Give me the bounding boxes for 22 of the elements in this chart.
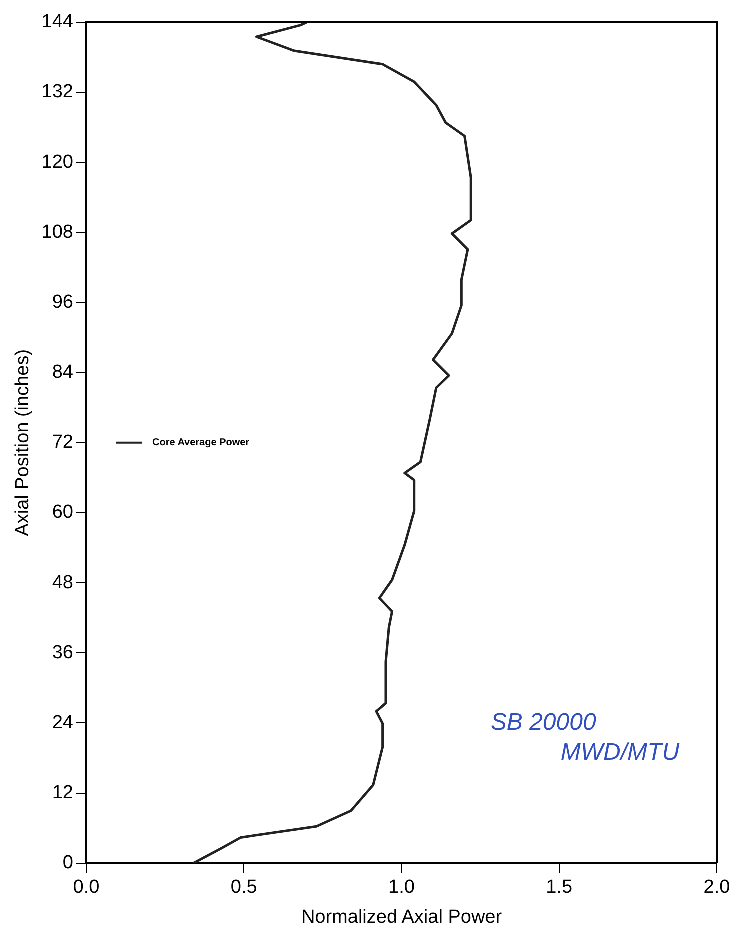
y-axis-title: Axial Position (inches) bbox=[12, 349, 34, 536]
x-tick-label: 2.0 bbox=[704, 877, 730, 898]
annotation: SB 20000 MWD/MTU bbox=[490, 708, 680, 766]
x-tick-label: 1.5 bbox=[546, 877, 573, 898]
y-tick-label: 144 bbox=[42, 12, 74, 33]
y-tick-label: 72 bbox=[52, 432, 74, 454]
y-tick-label: 48 bbox=[52, 572, 74, 594]
y-tick-label: 0 bbox=[62, 852, 74, 874]
x-tick-label: 0.5 bbox=[230, 877, 258, 898]
legend-label: Core Average Power bbox=[152, 438, 250, 449]
y-tick-label: 96 bbox=[52, 292, 74, 313]
x-tick-label: 1.0 bbox=[388, 877, 415, 898]
y-tick-label: 24 bbox=[52, 712, 74, 734]
y-tick-label: 36 bbox=[52, 642, 74, 664]
y-tick-label: 60 bbox=[52, 502, 74, 524]
x-axis-title: Normalized Axial Power bbox=[301, 906, 503, 928]
y-tick-label: 132 bbox=[42, 82, 74, 103]
y-tick-label: 108 bbox=[42, 222, 74, 243]
x-tick-label: 0.0 bbox=[73, 877, 100, 898]
y-tick-label: 120 bbox=[42, 152, 74, 173]
y-tick-label: 84 bbox=[52, 362, 74, 384]
y-tick-label: 12 bbox=[52, 782, 74, 804]
